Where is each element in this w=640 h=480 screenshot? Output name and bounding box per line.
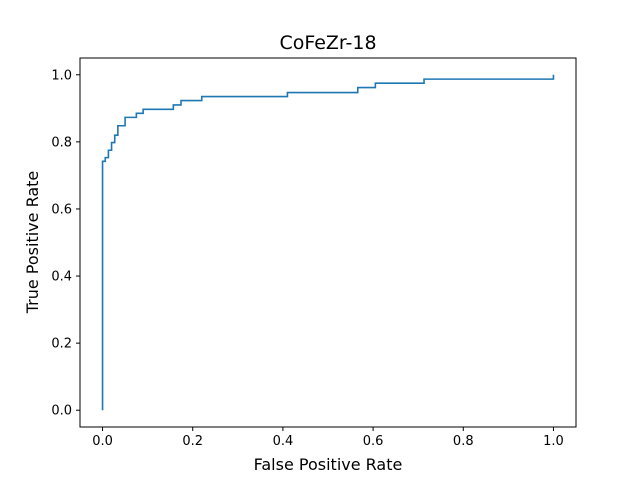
x-tick-label: 0.6 [363, 434, 384, 449]
x-tick-label: 1.0 [543, 434, 564, 449]
y-tick-label: 0.2 [51, 337, 72, 352]
y-tick-label: 0.0 [51, 404, 72, 419]
y-tick-label: 1.0 [51, 68, 72, 83]
y-tick-label: 0.6 [51, 202, 72, 217]
x-tick-label: 0.2 [182, 434, 203, 449]
x-tick-label: 0.0 [92, 434, 113, 449]
plot-frame [79, 57, 577, 428]
x-tick-label: 0.4 [273, 434, 294, 449]
roc-curve-line [101, 74, 555, 411]
y-axis-label: True Positive Rate [23, 171, 42, 315]
series-layer [101, 74, 555, 411]
x-axis-label: False Positive Rate [254, 455, 403, 474]
x-tick-label: 0.8 [453, 434, 474, 449]
x-axis-ticks: 0.0 0.2 0.4 0.6 0.8 1.0 [92, 427, 564, 449]
y-axis-ticks: 0.0 0.2 0.4 0.6 0.8 1.0 [51, 68, 80, 419]
chart-title: CoFeZr-18 [279, 32, 376, 54]
y-tick-label: 0.4 [51, 270, 72, 285]
y-tick-label: 0.8 [51, 135, 72, 150]
